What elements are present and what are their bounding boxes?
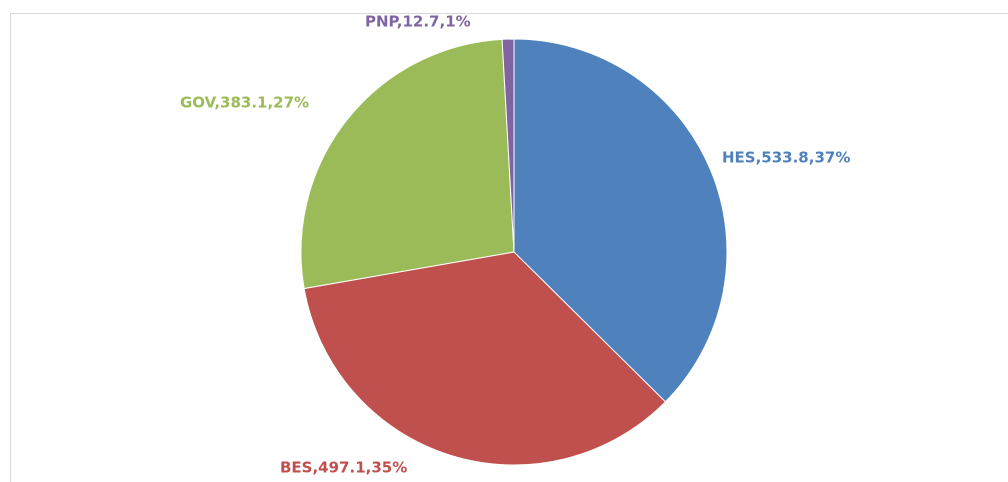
pie-slice: [501, 38, 515, 253]
data-label: HES,533.8,37%: [722, 149, 850, 167]
pie-slice: [303, 251, 667, 466]
pie-slice: [513, 38, 728, 403]
data-label: BES,497.1,35%: [280, 459, 407, 477]
data-label: GOV,383.1,27%: [180, 94, 309, 112]
pie-slice: [300, 38, 515, 290]
data-label: PNP,12.7,1%: [365, 13, 471, 31]
